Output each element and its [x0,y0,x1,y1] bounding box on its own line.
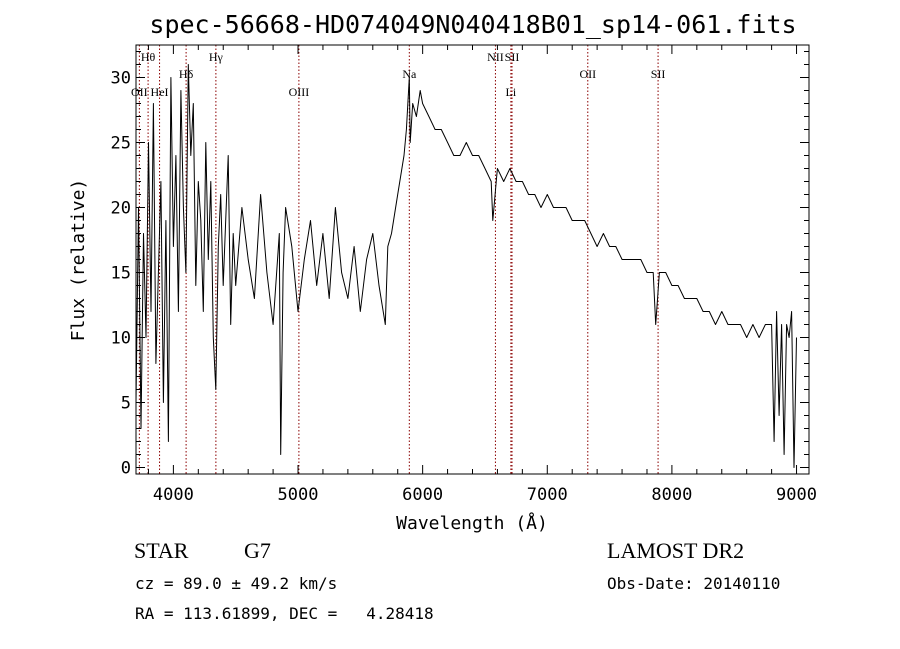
spectral-line-label: HeI [151,85,169,99]
spectral-line-label: OII [579,67,596,81]
spectral-line-label: NII [487,50,504,64]
y-tick-label: 20 [111,199,131,219]
object-class: STAR [134,538,189,563]
x-axis-ticks: 4000 5000 6000 7000 8000 9000 [147,45,817,505]
spectrum-line [135,64,797,468]
x-tick-label: 8000 [651,485,692,505]
y-tick-label: 5 [121,394,131,414]
redshift-readout: cz = 89.0 ± 49.2 km/s [135,574,338,593]
spectral-line-label: OII [131,85,148,99]
y-axis-ticks: 0 5 10 15 20 25 30 [111,51,809,479]
x-tick-label: 4000 [153,485,194,505]
x-tick-label: 5000 [278,485,319,505]
spectral-line-label: SII [651,67,666,81]
y-axis-label: Flux (relative) [68,179,89,342]
x-axis-label: Wavelength (Å) [396,512,548,534]
chart-title: spec-56668-HD074049N040418B01_sp14-061.f… [149,10,796,39]
survey-name: LAMOST DR2 [607,538,745,563]
y-tick-label: 25 [111,134,131,154]
spectral-line-label: Na [402,67,417,81]
y-tick-label: 30 [111,69,131,89]
spectral-line-label: SII [505,50,520,64]
plot-frame [135,44,810,475]
y-tick-label: 15 [111,264,131,284]
spectral-line-label: Hγ [209,50,224,64]
y-tick-label: 10 [111,329,131,349]
spectrum-series [135,64,797,468]
spectral-line-label: Li [506,85,517,99]
spectral-line-label: Hθ [141,50,156,64]
y-tick-label: 0 [121,459,131,479]
coordinates: RA = 113.61899, DEC = 4.28418 [135,604,434,623]
obs-date: Obs-Date: 20140110 [607,574,781,593]
object-subclass: G7 [244,538,271,563]
x-tick-label: 9000 [776,485,817,505]
spectral-line-label: OIII [289,85,310,99]
x-tick-label: 6000 [402,485,443,505]
x-tick-label: 7000 [527,485,568,505]
spectral-line-label: Hδ [179,67,194,81]
